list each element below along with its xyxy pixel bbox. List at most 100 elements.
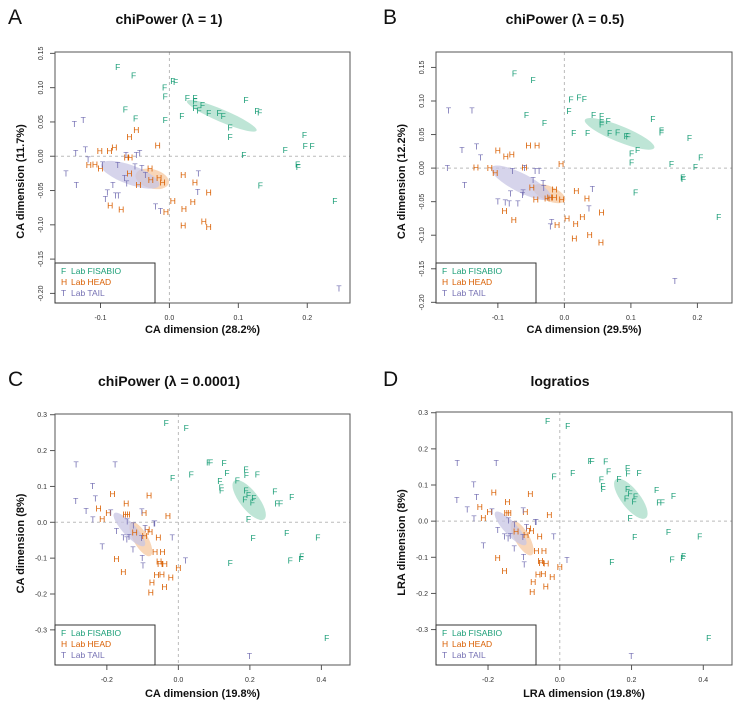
confidence-ellipse-t [491,165,552,201]
data-point-f: F [636,468,641,478]
data-point-h: H [144,524,150,534]
data-point-h: H [201,216,207,226]
data-point-f: F [243,485,248,495]
data-point-h: H [206,222,212,232]
legend-label: Lab FISABIO [452,628,502,638]
data-point-t: T [503,197,508,207]
data-point-t: T [524,522,529,532]
data-point-f: F [283,145,288,155]
data-point-f: F [224,468,229,478]
data-point-f: F [189,470,194,480]
x-tick-label: 0.4 [317,677,327,684]
data-point-t: T [495,525,500,535]
data-point-f: F [659,126,664,136]
data-point-h: H [96,503,102,513]
data-point-h: H [537,531,543,541]
data-point-t: T [123,150,128,160]
y-tick-label: -0.20 [38,285,45,301]
x-tick-label: 0.2 [302,315,312,322]
y-tick-label: -0.05 [38,182,45,198]
y-axis-label: CA dimension (11.7%) [15,124,27,239]
data-point-t: T [151,518,156,528]
x-tick-label: -0.1 [492,315,504,322]
panel-letter: C [8,368,23,391]
data-point-h: H [122,509,128,519]
data-point-t: T [549,217,554,227]
data-point-h: H [175,563,181,573]
data-point-h: H [180,221,186,231]
data-point-f: F [633,187,638,197]
legend-symbol-h: H [61,639,67,649]
legend-box [435,624,537,666]
data-point-f: F [133,114,138,124]
data-point-h: H [584,193,590,203]
data-point-t: T [143,523,148,533]
x-tick-label: 0.2 [627,677,637,684]
data-point-t: T [110,180,115,190]
data-point-t: T [531,175,536,185]
data-point-t: T [134,150,139,160]
data-point-f: F [625,463,630,473]
data-point-f: F [698,152,703,162]
data-point-t: T [586,203,591,213]
data-point-h: H [159,570,165,580]
legend-label: Lab FISABIO [71,266,121,276]
data-point-h: H [141,508,147,518]
x-tick-label: 0.0 [555,677,565,684]
data-point-h: H [527,489,533,499]
legend-label: Lab FISABIO [452,266,502,276]
y-tick-label: -0.2 [416,591,428,598]
data-point-t: T [84,506,89,516]
data-point-t: T [534,517,539,527]
data-point-h: H [190,197,196,207]
data-point-f: F [219,485,224,495]
data-point-f: F [332,196,337,206]
y-tick-label: 0.1 [37,484,47,491]
data-point-t: T [121,533,126,543]
data-point-t: T [672,276,677,286]
data-point-f: F [524,110,529,120]
data-point-h: H [156,173,162,183]
data-point-t: T [139,163,144,173]
x-tick-label: -0.2 [101,677,113,684]
data-point-f: F [551,471,556,481]
data-point-t: T [72,119,77,129]
data-point-f: F [531,75,536,85]
data-point-f: F [206,457,211,467]
confidence-ellipse-t [494,511,527,546]
data-point-f: F [629,158,634,168]
data-point-f: F [284,528,289,538]
data-point-h: H [529,183,535,193]
data-point-t: T [103,194,108,204]
data-point-t: T [131,521,136,531]
data-point-t: T [510,166,515,176]
data-point-f: F [170,76,175,86]
data-point-f: F [192,96,197,106]
data-point-h: H [124,153,130,163]
confidence-ellipse-t [100,160,160,189]
data-point-f: F [185,93,190,103]
confidence-ellipse-f [614,478,648,519]
data-point-f: F [615,128,620,138]
data-point-f: F [250,533,255,543]
y-axis-label: LRA dimension (8%) [396,489,408,596]
data-point-h: H [551,185,557,195]
y-tick-label: 0.05 [38,115,45,129]
data-point-f: F [163,115,168,125]
data-point-h: H [152,547,158,557]
data-point-f: F [251,493,256,503]
legend-label: Lab HEAD [452,639,492,649]
data-point-h: H [573,219,579,229]
y-tick-label: 0.1 [418,483,428,490]
data-point-f: F [576,93,581,103]
plot-frame [54,51,351,304]
data-point-f: F [115,62,120,72]
legend-symbol-t: T [442,288,447,298]
x-axis-label: LRA dimension (19.8%) [523,688,645,700]
data-point-f: F [570,468,575,478]
data-point-f: F [299,552,304,562]
data-point-t: T [508,531,513,541]
data-point-t: T [90,514,95,524]
legend-label: Lab TAIL [452,650,486,660]
